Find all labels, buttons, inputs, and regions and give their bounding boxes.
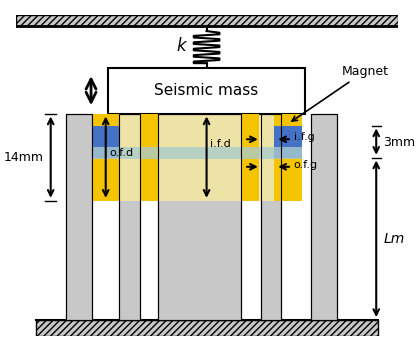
Bar (92, 147, 302, 159)
Bar (311, 114, 337, 320)
Text: i.f.g: i.f.g (294, 132, 314, 143)
Text: 3mm: 3mm (384, 135, 416, 148)
Text: o.f.d: o.f.d (109, 148, 133, 158)
Bar (92, 126, 120, 158)
Text: 14mm: 14mm (3, 151, 43, 164)
Bar (66, 114, 92, 320)
Bar (120, 114, 140, 320)
Text: k: k (177, 37, 186, 55)
Bar (16, 15, 398, 26)
Bar (158, 114, 241, 320)
Bar (241, 114, 259, 201)
Bar (92, 114, 302, 201)
Text: Seismic mass: Seismic mass (153, 83, 258, 98)
Bar (120, 114, 140, 320)
Bar (66, 114, 92, 320)
Bar (140, 114, 158, 201)
Bar (158, 114, 241, 320)
Bar (274, 126, 302, 158)
Bar (261, 114, 281, 320)
Text: i.f.d: i.f.d (210, 139, 231, 149)
Text: Magnet: Magnet (292, 65, 388, 121)
Bar (261, 114, 281, 320)
Text: Lm: Lm (384, 232, 405, 246)
Bar (36, 320, 378, 336)
Text: o.f.g: o.f.g (294, 160, 318, 170)
Bar (108, 68, 305, 114)
Bar (92, 114, 120, 201)
Bar (311, 114, 337, 320)
Bar (274, 114, 302, 201)
